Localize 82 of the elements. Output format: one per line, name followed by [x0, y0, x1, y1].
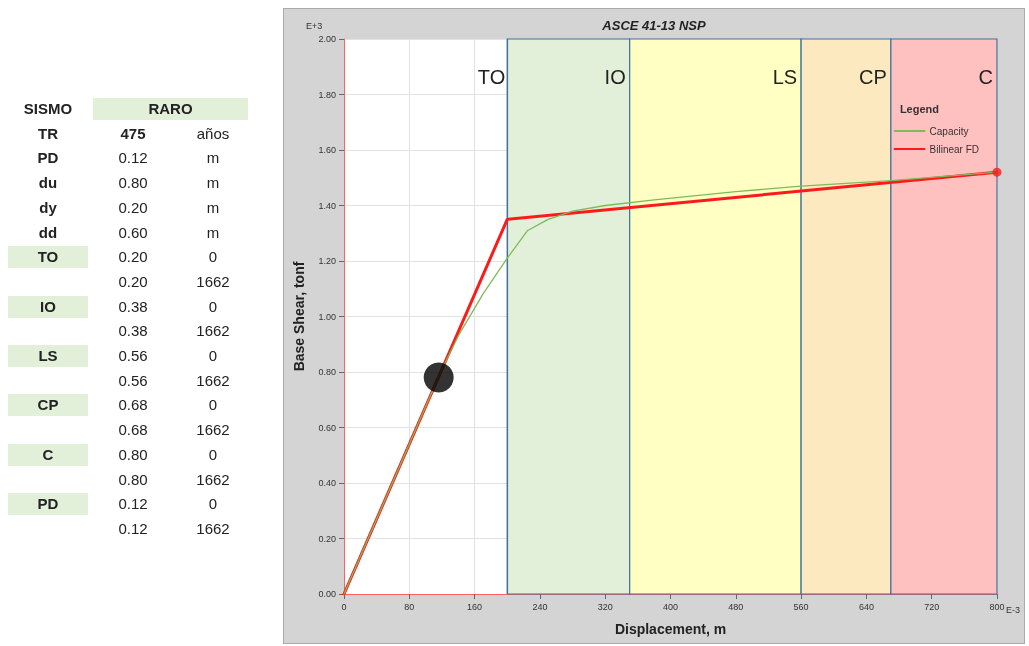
- ref-line-label: TO: [477, 66, 506, 88]
- x-tick-label: 240: [532, 601, 548, 612]
- text: E+3: [306, 20, 323, 31]
- text: m: [205, 148, 221, 169]
- text: m: [205, 222, 221, 243]
- y-tick-label: 0.20: [318, 533, 336, 544]
- text: 475: [119, 123, 147, 144]
- text: 0.60: [117, 222, 149, 243]
- x-axis-title: Displacement, m: [614, 621, 727, 637]
- text: 0.20: [117, 271, 149, 292]
- x-tick-label: 560: [793, 601, 809, 612]
- text: TR: [37, 123, 59, 144]
- text: IO: [8, 295, 88, 318]
- y-tick-label: 0.60: [318, 422, 336, 433]
- text: 0.68: [117, 395, 149, 416]
- text: 1662: [195, 518, 231, 539]
- legend-label: Capacity: [929, 125, 969, 137]
- text: 0.80: [117, 173, 149, 194]
- text: años: [195, 123, 231, 144]
- text: 0.38: [117, 321, 149, 342]
- text: E-3: [1005, 604, 1021, 615]
- y-tick-label: 0.00: [318, 589, 336, 599]
- text: RARO: [93, 98, 248, 120]
- text: 0.12: [117, 518, 149, 539]
- text: 1662: [195, 469, 231, 490]
- y-tick-label: 1.60: [318, 145, 336, 155]
- y-tick-label: 1.40: [318, 200, 336, 211]
- text: 0.80: [117, 444, 149, 465]
- text: 1662: [195, 370, 231, 391]
- text: m: [205, 173, 221, 194]
- x-tick-label: 480: [728, 601, 744, 612]
- text: CP: [8, 394, 88, 417]
- y-tick-label: 1.00: [318, 311, 336, 322]
- text: dd: [37, 222, 59, 243]
- x-tick-label: 160: [467, 601, 483, 612]
- text: SISMO: [22, 99, 74, 119]
- chart-title: ASCE 41-13 NSP: [601, 18, 706, 33]
- text: TO: [8, 246, 88, 269]
- y-tick-label: 1.20: [318, 256, 336, 266]
- y-tick-label: 0.40: [318, 478, 336, 488]
- band-label: IO: [604, 66, 626, 88]
- text: 0.12: [117, 494, 149, 515]
- text: 0: [207, 247, 219, 268]
- x-tick-label: 320: [597, 601, 613, 612]
- text: 0.68: [117, 420, 149, 441]
- band-label: CP: [859, 66, 887, 88]
- y-tick-label: 1.80: [318, 89, 336, 100]
- text: 0: [207, 494, 219, 515]
- text: LS: [8, 345, 88, 367]
- text: du: [37, 173, 59, 194]
- text: 0.56: [117, 370, 149, 391]
- y-axis-title: Base Shear, tonf: [291, 261, 307, 372]
- x-tick-label: 640: [858, 601, 874, 612]
- text: 0.20: [117, 197, 149, 218]
- text: 0.80: [117, 469, 149, 490]
- band-label: LS: [772, 66, 798, 88]
- x-tick-label: 720: [924, 601, 940, 612]
- legend-label: Bilinear FD: [929, 143, 980, 155]
- text: 1662: [195, 420, 231, 441]
- text: 0: [207, 296, 219, 317]
- text: 1662: [195, 321, 231, 342]
- text: 0: [207, 395, 219, 416]
- x-tick-label: 800: [989, 601, 1005, 612]
- text: PD: [8, 493, 88, 516]
- text: m: [205, 197, 221, 218]
- y-tick-label: 2.00: [318, 34, 336, 44]
- y-tick-label: 0.80: [318, 367, 336, 377]
- text: 0.56: [117, 346, 149, 366]
- legend-title: Legend: [899, 102, 940, 115]
- text: PD: [36, 148, 60, 169]
- text: 0.20: [117, 247, 149, 268]
- text: dy: [38, 197, 58, 218]
- text: 0: [207, 346, 219, 366]
- band-label: C: [978, 66, 994, 88]
- text: 1662: [195, 271, 231, 292]
- text: C: [8, 443, 88, 466]
- text: 0: [207, 444, 219, 465]
- x-tick-label: 400: [662, 601, 679, 612]
- text: 0.38: [117, 296, 149, 317]
- x-tick-label: 0: [341, 601, 347, 612]
- text: 0.12: [117, 148, 149, 169]
- x-tick-label: 80: [404, 601, 415, 612]
